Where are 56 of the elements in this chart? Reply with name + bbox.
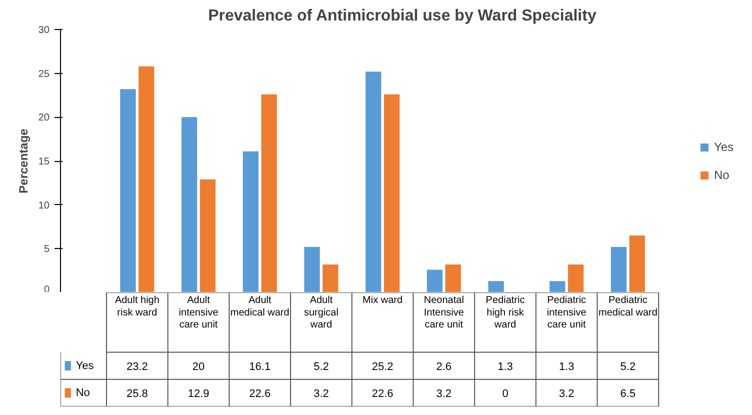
data-label: 20 xyxy=(192,360,205,373)
y-axis-title: Percentage xyxy=(16,128,30,194)
y-tick-label: 5 xyxy=(44,244,50,256)
bar xyxy=(322,264,338,292)
x-tick-label: Adult intensive care unit xyxy=(178,295,219,330)
bar xyxy=(138,66,154,292)
data-label: 22.6 xyxy=(372,388,394,400)
bar xyxy=(366,72,382,292)
data-label: 12.9 xyxy=(188,388,210,400)
bar xyxy=(568,264,584,292)
bar xyxy=(261,94,277,292)
y-tick-label: 10 xyxy=(38,200,50,212)
y-tick-label: 15 xyxy=(38,156,50,168)
bar xyxy=(445,264,461,292)
bar xyxy=(384,94,400,292)
data-label: 3.2 xyxy=(314,388,329,400)
data-label: 22.6 xyxy=(249,388,271,400)
data-label: 0 xyxy=(502,388,508,400)
bar xyxy=(629,236,645,292)
data-label: 3.2 xyxy=(558,388,574,400)
x-tick-label: Mix ward xyxy=(362,295,403,306)
x-tick-label: Pediatric intensive care unit xyxy=(546,295,587,330)
y-tick-label: 20 xyxy=(38,112,50,124)
bar xyxy=(550,281,566,292)
text: Yes xyxy=(714,140,734,154)
text: No xyxy=(76,386,90,399)
y-tick-label: 25 xyxy=(38,68,50,80)
data-label: 3.2 xyxy=(436,388,452,400)
y-tick-label: 30 xyxy=(38,25,50,36)
bar xyxy=(120,89,136,292)
x-tick-label: Neonatal Intensive care unit xyxy=(424,295,464,330)
x-tick-label: Pediatric medical ward xyxy=(598,295,658,318)
data-label: 2.6 xyxy=(436,360,452,373)
legend-label: Yes xyxy=(76,360,94,372)
bar xyxy=(426,270,443,292)
data-label: 6.5 xyxy=(620,388,636,400)
bar xyxy=(488,281,504,292)
chart-title: Prevalence of Antimicrobial use by Ward Speciality xyxy=(208,8,596,24)
data-label: 1.3 xyxy=(558,360,574,373)
x-tick-label: Pediatric high risk ward xyxy=(486,295,525,330)
bar xyxy=(242,151,258,292)
data-label: 1.3 xyxy=(498,360,513,373)
x-tick-label: Adult medical ward xyxy=(230,295,290,318)
bar xyxy=(200,179,216,292)
data-label: 5.2 xyxy=(314,360,329,373)
x-tick-label: Adult surgical ward xyxy=(304,295,338,330)
x-tick-label: Adult high risk ward xyxy=(114,295,160,318)
legend-label: No xyxy=(714,168,730,182)
data-label: 23.2 xyxy=(126,360,148,373)
data-label: 25.8 xyxy=(126,388,148,400)
bar xyxy=(304,246,320,292)
bar xyxy=(182,117,198,292)
bar xyxy=(610,246,627,292)
data-label: 5.2 xyxy=(620,360,636,373)
data-label: 16.1 xyxy=(249,360,271,373)
data-label: 25.2 xyxy=(372,360,394,373)
